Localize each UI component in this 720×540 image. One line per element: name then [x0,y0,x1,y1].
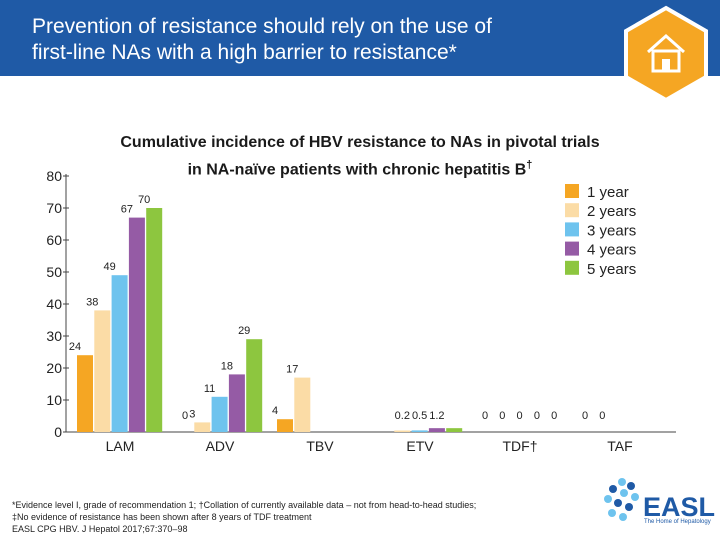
bar-1-year-2 [277,419,293,432]
bar-data-label: 3 [189,408,195,420]
bar-data-label: 11 [204,383,215,395]
bar-data-label: 0 [582,410,588,422]
easl-logo-word: EASL [643,492,716,522]
y-tick-label: 50 [46,264,62,280]
y-tick-label: 80 [46,168,62,184]
bar-data-label: 4 [272,405,278,417]
bar-2-years-0 [94,310,111,432]
chart-title-line2-text: in NA-naïve patients with chronic hepati… [187,161,527,179]
chart-title-line1: Cumulative incidence of HBV resistance t… [120,134,600,151]
bar-data-label: 29 [238,325,250,337]
chart-title: Cumulative incidence of HBV resistance t… [60,132,660,181]
legend-swatch [565,222,579,237]
bar-4-years-3 [428,428,445,432]
footnote-line3: EASL CPG HBV. J Hepatol 2017;67:370–98 [12,524,188,534]
legend-label: 2 years [587,203,636,220]
bar-data-label: 24 [69,341,81,353]
slide-title: Prevention of resistance should rely on … [32,14,492,66]
easl-dots-icon [604,478,639,521]
easl-logo: EASL The Home of Hepatology [600,470,716,532]
bar-5-years-0 [146,208,163,432]
chart-title-dagger: † [526,159,533,171]
footnote: *Evidence level I, grade of recommendati… [12,499,572,535]
bar-data-label: 0.5 [412,410,427,422]
bar-data-label: 70 [138,194,150,206]
bar-data-label: 0 [499,410,505,422]
bar-data-label: 0 [551,410,557,422]
bar-data-label: 0 [599,410,605,422]
bar-data-label: 0.2 [395,410,410,422]
bar-5-years-1 [246,339,263,432]
bar-data-label: 1.2 [429,410,444,422]
bar-data-label: 17 [286,364,298,376]
bar-4-years-1 [228,374,245,432]
easl-logo-tagline: The Home of Hepatology [644,519,711,525]
x-category-label: LAM [106,438,135,454]
legend-label: 1 year [587,184,629,201]
x-category-label: ADV [206,438,235,454]
bar-3-years-1 [211,396,228,432]
legend-swatch [565,260,579,275]
slide-title-line2: first-line NAs with a high barrier to re… [32,41,457,64]
y-tick-label: 10 [46,392,62,408]
y-tick-label: 0 [54,424,62,440]
slide-title-line1: Prevention of resistance should rely on … [32,15,492,38]
legend-label: 5 years [587,261,636,278]
y-tick-label: 20 [46,360,62,376]
bar-2-years-2 [294,377,311,432]
bar-2-years-3 [394,430,411,432]
chart-title-line2: in NA-naïve patients with chronic hepati… [60,154,660,181]
bar-data-label: 0 [182,410,188,422]
bar-3-years-0 [111,275,128,432]
bar-2-years-1 [194,422,211,432]
bar-5-years-3 [446,428,463,432]
legend-swatch [565,184,579,198]
bar-data-label: 0 [482,410,488,422]
y-tick-label: 70 [46,200,62,216]
bar-data-label: 38 [86,296,98,308]
footnote-line1: *Evidence level I, grade of recommendati… [12,500,477,510]
y-tick-label: 40 [46,296,62,312]
bar-data-label: 49 [103,261,115,273]
bar-data-label: 18 [221,360,233,372]
x-category-label: TAF [607,438,632,454]
slide-header: Prevention of resistance should rely on … [0,0,720,76]
x-category-label: ETV [406,438,434,454]
bar-4-years-0 [128,217,145,432]
x-category-label: TDF† [503,438,538,454]
legend-swatch [565,241,579,256]
footnote-line2: ‡No evidence of resistance has been show… [12,512,312,522]
y-tick-label: 30 [46,328,62,344]
bar-3-years-3 [411,430,428,432]
bar-1-year-0 [77,355,93,432]
bar-data-label: 67 [121,204,133,216]
bar-data-label: 0 [517,410,523,422]
bar-data-label: 0 [534,410,540,422]
y-tick-label: 60 [46,232,62,248]
legend-swatch [565,203,579,218]
x-category-label: TBV [306,438,334,454]
home-icon[interactable] [618,4,714,100]
legend-label: 3 years [587,222,636,239]
legend-label: 4 years [587,242,636,259]
